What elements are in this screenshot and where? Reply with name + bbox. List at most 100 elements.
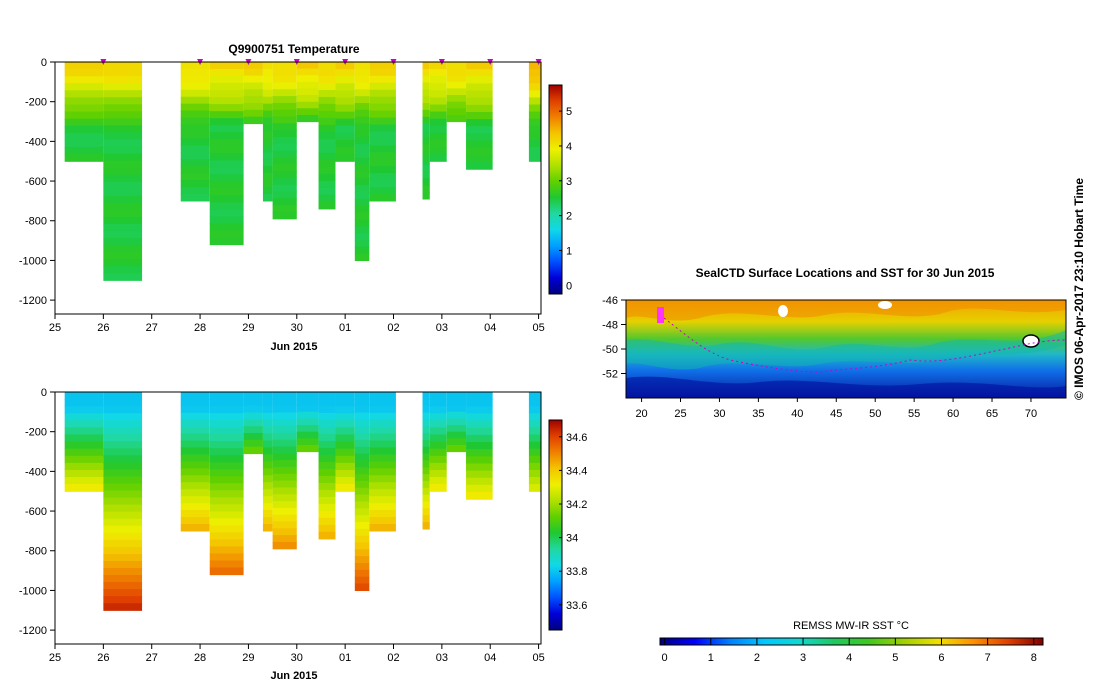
profile-cell <box>422 157 430 166</box>
salinity-cells <box>64 392 541 611</box>
profile-cell <box>272 177 297 186</box>
profile-cell <box>369 145 396 153</box>
profile-cell <box>422 515 430 523</box>
profile-cell <box>209 497 244 505</box>
profile-cell <box>209 146 244 154</box>
profile-cell <box>429 139 447 148</box>
salinity-x-label: Jun 2015 <box>270 670 317 682</box>
profile-cell <box>209 132 244 140</box>
profile-cell <box>64 154 104 162</box>
profile-cell <box>335 448 355 457</box>
profile-cell <box>103 160 143 169</box>
profile-cell <box>446 95 467 103</box>
profile-cell <box>272 460 297 468</box>
profile-cell <box>296 418 319 426</box>
profile-cell <box>103 511 143 520</box>
profile-cell <box>272 535 297 543</box>
profile-cell <box>354 68 370 77</box>
profile-cell <box>262 503 273 511</box>
profile-cell <box>354 253 370 262</box>
profile-cell <box>369 426 396 435</box>
profile-cell <box>209 392 244 400</box>
x-tick-label: 27 <box>146 652 158 664</box>
profile-cell <box>429 76 447 84</box>
profile-cell <box>335 111 355 120</box>
profile-cell <box>262 110 273 119</box>
profile-cell <box>354 144 370 152</box>
profile-cell <box>103 399 143 407</box>
profile-cell <box>369 419 396 428</box>
profile-cell <box>466 434 493 443</box>
profile-cell <box>64 125 104 134</box>
profile-cell <box>180 503 210 511</box>
profile-cell <box>369 447 396 456</box>
profile-cell <box>209 504 244 512</box>
profile-cell <box>335 118 355 127</box>
profile-cell <box>446 392 467 400</box>
profile-cell <box>446 405 467 413</box>
profile-cell <box>103 596 143 604</box>
profile-cell <box>209 406 244 414</box>
profile-cell <box>180 96 210 105</box>
profile-cell <box>318 475 336 484</box>
profile-cell <box>262 517 273 525</box>
profile-cell <box>528 76 541 84</box>
colorbar-tick-label: 2 <box>566 211 572 223</box>
profile-cell <box>429 90 447 99</box>
profile-cell <box>429 413 447 421</box>
profile-cell <box>209 125 244 133</box>
profile-cell <box>422 474 430 482</box>
profile-cell <box>422 82 430 90</box>
profile-cell <box>209 518 244 526</box>
map-x-tick-label: 25 <box>674 408 686 420</box>
profile-cell <box>369 496 396 504</box>
land-patch <box>878 301 892 309</box>
profile-cell <box>262 68 273 77</box>
profile-cell <box>64 420 104 429</box>
profile-cell <box>528 90 541 99</box>
profile-cell <box>272 130 297 138</box>
profile-cell <box>429 455 447 464</box>
profile-cell <box>180 517 210 525</box>
y-tick-label: -400 <box>25 466 47 478</box>
profile-cell <box>262 412 273 421</box>
profile-cell <box>318 89 336 98</box>
profile-cell <box>262 187 273 195</box>
profile-markers <box>100 59 542 65</box>
profile-cell <box>243 96 263 104</box>
profile-cell <box>64 76 104 84</box>
profile-cell <box>422 412 430 420</box>
profile-cell <box>466 83 493 92</box>
profile-cell <box>262 117 273 126</box>
profile-cell <box>335 441 355 450</box>
profile-cell <box>296 425 319 433</box>
profile-cell <box>335 147 355 155</box>
profile-cell <box>180 138 210 146</box>
profile-cell <box>429 448 447 457</box>
profile-cell <box>318 138 336 147</box>
profile-cell <box>354 233 370 241</box>
profile-cell <box>466 112 493 120</box>
x-tick-label: 26 <box>97 322 109 334</box>
profile-cell <box>318 426 336 435</box>
profile-cell <box>272 446 297 454</box>
profile-cell <box>528 484 541 492</box>
x-tick-label: 30 <box>291 322 303 334</box>
profile-cell <box>354 563 370 571</box>
profile-cell <box>272 89 297 97</box>
profile-cell <box>296 392 319 400</box>
profile-cell <box>466 154 493 163</box>
profile-cell <box>262 124 273 133</box>
map-y-tick-label: -48 <box>602 320 618 332</box>
profile-cell <box>103 83 143 91</box>
x-tick-label: 25 <box>49 652 61 664</box>
profile-cell <box>422 171 430 179</box>
profile-cell <box>180 419 210 428</box>
profile-cell <box>103 146 143 155</box>
sst-colorbar-tick-label: 1 <box>708 652 714 664</box>
profile-cell <box>180 152 210 160</box>
profile-cell <box>103 525 143 534</box>
profile-cell <box>429 441 447 450</box>
profile-cell <box>354 569 370 578</box>
profile-cell <box>272 426 297 434</box>
